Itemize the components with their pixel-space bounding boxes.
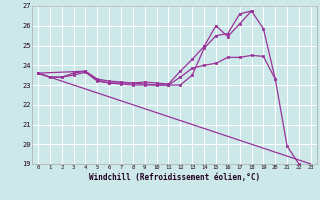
X-axis label: Windchill (Refroidissement éolien,°C): Windchill (Refroidissement éolien,°C): [89, 173, 260, 182]
